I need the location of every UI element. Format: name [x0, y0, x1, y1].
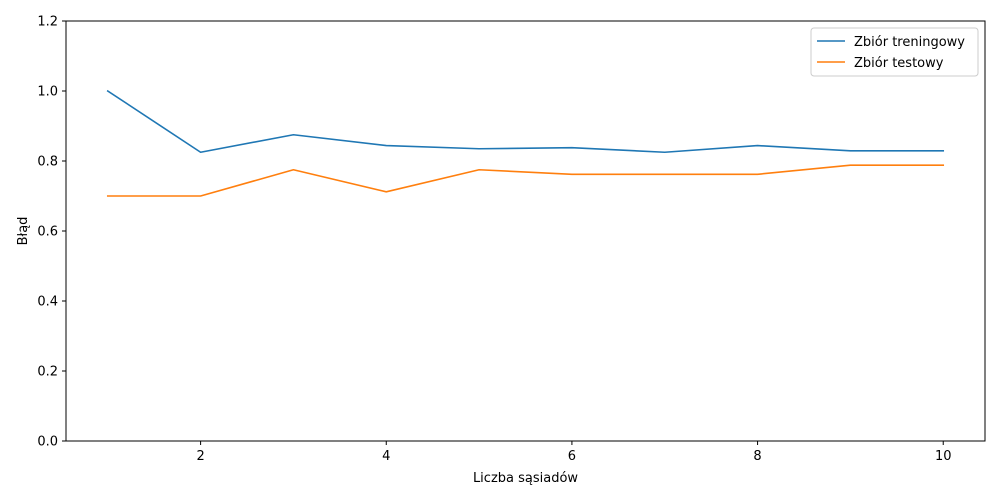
- y-tick-label: 0.6: [37, 225, 58, 240]
- y-tick-label: 0.8: [37, 155, 58, 170]
- series-line-1: [106, 89, 945, 154]
- legend-label-2: Zbiór testowy: [854, 56, 944, 71]
- series-line-2: [106, 164, 945, 197]
- legend-box: [810, 27, 979, 77]
- x-axis-label: Liczba sąsiadów: [473, 471, 578, 486]
- x-tick-label: 6: [568, 449, 576, 464]
- ticks: 2 4 6 8 10 0.0 0.2 0.4 0.6 0.8 1.0 1.2: [37, 15, 951, 465]
- x-tick-label: 2: [196, 449, 204, 464]
- x-tick-label: 4: [382, 449, 390, 464]
- y-tick-label: 1.0: [37, 85, 58, 100]
- x-tick-label: 8: [753, 449, 761, 464]
- x-tick-label: 10: [935, 449, 952, 464]
- y-tick-label: 1.2: [37, 15, 58, 30]
- y-tick-label: 0.2: [37, 365, 58, 380]
- y-tick-label: 0.4: [37, 295, 58, 310]
- y-tick-label: 0.0: [37, 435, 58, 450]
- y-axis-label: Błąd: [16, 217, 31, 246]
- legend: Zbiór treningowy Zbiór testowy: [810, 27, 979, 77]
- plot-lines: [106, 89, 945, 197]
- legend-label-1: Zbiór treningowy: [854, 35, 965, 50]
